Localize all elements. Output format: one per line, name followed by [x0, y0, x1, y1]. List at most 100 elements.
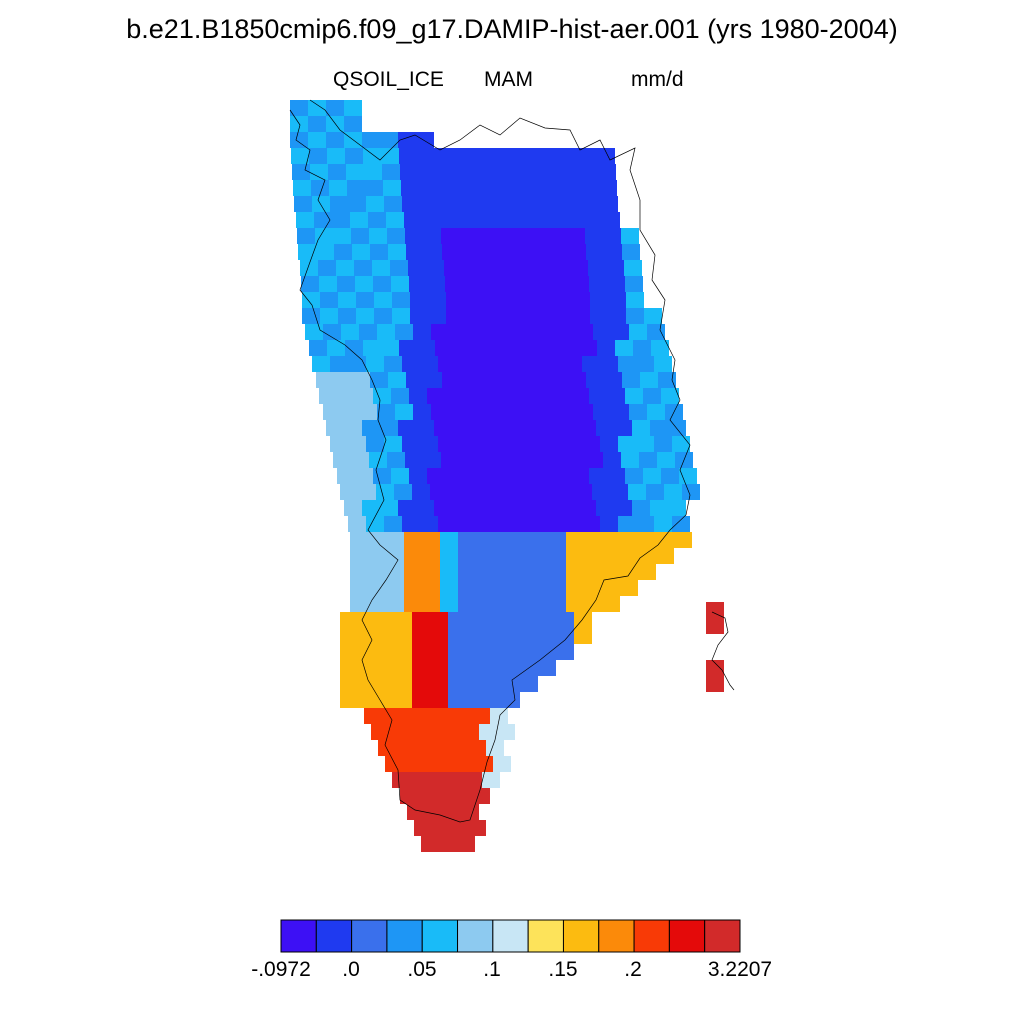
map-cell — [582, 516, 600, 532]
map-cell — [308, 116, 326, 132]
map-cell — [374, 308, 392, 324]
map-cell — [456, 436, 474, 452]
map-cell — [404, 564, 422, 580]
map-cell — [362, 500, 380, 516]
map-cell — [438, 356, 456, 372]
map-cell — [566, 532, 584, 548]
map-cell — [513, 228, 531, 244]
map-cell — [520, 628, 538, 644]
map-cell — [448, 612, 466, 628]
map-cell — [625, 468, 643, 484]
map-cell — [391, 468, 409, 484]
map-cell — [301, 276, 319, 292]
colorbar-swatch — [280, 919, 317, 953]
map-cell — [348, 356, 366, 372]
map-cell — [412, 644, 430, 660]
map-cell — [464, 772, 482, 788]
map-cell — [376, 692, 394, 708]
map-cell — [494, 564, 512, 580]
map-cell — [438, 436, 456, 452]
map-cell — [435, 340, 453, 356]
map-cell — [572, 292, 590, 308]
map-cell — [482, 772, 500, 788]
map-cell — [602, 532, 620, 548]
map-cell — [401, 180, 419, 196]
map-cell — [431, 404, 449, 420]
map-cell — [292, 164, 310, 180]
map-cell — [520, 676, 538, 692]
colorbar-tick-label: .0 — [342, 958, 360, 981]
map-cell — [593, 404, 611, 420]
map-cell — [435, 148, 453, 164]
map-cell — [571, 388, 589, 404]
map-cell — [350, 596, 368, 612]
map-cell — [582, 436, 600, 452]
map-cell — [384, 516, 402, 532]
map-cell — [439, 836, 457, 852]
map-cell — [338, 292, 356, 308]
map-cell — [581, 180, 599, 196]
map-cell — [392, 308, 410, 324]
map-cell — [603, 228, 621, 244]
map-cell — [548, 596, 566, 612]
map-cell — [377, 324, 395, 340]
map-cell — [484, 628, 502, 644]
map-cell — [446, 292, 464, 308]
map-cell — [440, 532, 458, 548]
map-cell — [510, 516, 528, 532]
map-cell — [548, 548, 566, 564]
map-cell — [621, 228, 639, 244]
map-cell — [536, 308, 554, 324]
map-cell — [427, 468, 445, 484]
map-cell — [626, 292, 644, 308]
map-cell — [562, 164, 580, 180]
map-cell — [525, 148, 543, 164]
map-cell — [386, 596, 404, 612]
map-cell — [578, 420, 596, 436]
map-cell — [320, 292, 338, 308]
map-cell — [556, 644, 574, 660]
map-cell — [471, 148, 489, 164]
map-cell — [309, 340, 327, 356]
map-cell — [485, 404, 503, 420]
map-cell — [466, 644, 484, 660]
map-cell — [377, 404, 395, 420]
map-cell — [423, 228, 441, 244]
map-cell — [400, 164, 418, 180]
map-cell — [482, 292, 500, 308]
map-cell — [584, 532, 602, 548]
map-cells — [290, 100, 724, 852]
map-cell — [530, 532, 548, 548]
map-cell — [332, 212, 350, 228]
map-cell — [585, 452, 603, 468]
map-cell — [503, 404, 521, 420]
map-cell — [494, 548, 512, 564]
map-cell — [582, 356, 600, 372]
map-cell — [633, 340, 651, 356]
map-cell — [428, 292, 446, 308]
map-cell — [492, 516, 510, 532]
map-cell — [507, 340, 525, 356]
map-cell — [621, 452, 639, 468]
map-cell — [597, 148, 615, 164]
map-cell — [625, 388, 643, 404]
map-cell — [481, 388, 499, 404]
map-cell — [527, 180, 545, 196]
map-cell — [381, 148, 399, 164]
map-cell — [532, 244, 550, 260]
map-cell — [410, 292, 428, 308]
map-cell — [461, 804, 479, 820]
map-cell — [538, 484, 556, 500]
units-label: mm/d — [631, 68, 684, 91]
map-cell — [373, 388, 391, 404]
map-cell — [574, 628, 592, 644]
map-cell — [380, 132, 398, 148]
map-cell — [368, 580, 386, 596]
map-cell — [579, 340, 597, 356]
map-cell — [602, 580, 620, 596]
map-cell — [485, 324, 503, 340]
map-cell — [510, 356, 528, 372]
map-cell — [654, 436, 672, 452]
map-cell — [582, 196, 600, 212]
map-cell — [381, 340, 399, 356]
